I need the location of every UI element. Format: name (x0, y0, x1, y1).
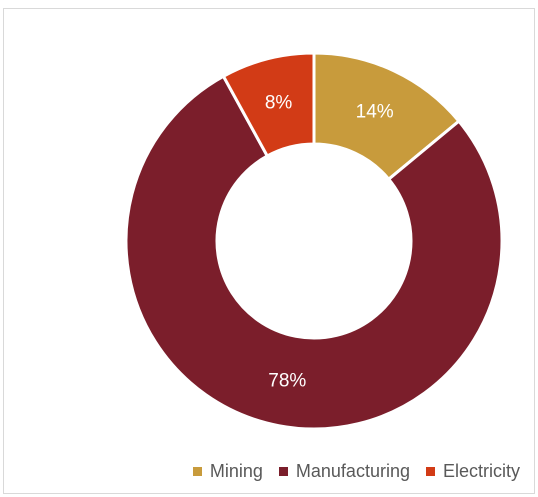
legend-label-manufacturing: Manufacturing (295, 461, 410, 481)
legend-label-electricity: Electricity (442, 461, 520, 481)
donut-slice-manufacturing (124, 74, 504, 431)
legend-swatch-mining (192, 467, 202, 476)
legend-label-mining: Mining (209, 461, 263, 481)
data-label-electricity: 8% (265, 92, 293, 113)
legend-item-electricity: Electricity (425, 461, 520, 482)
donut-slice-electricity (221, 51, 316, 159)
data-label-mining: 14% (356, 102, 394, 123)
legend-swatch-manufacturing (278, 467, 288, 476)
legend-item-mining: Mining (192, 461, 263, 482)
donut-chart: 14% 78% 8% (124, 51, 504, 431)
legend-swatch-electricity (425, 467, 435, 476)
legend: Mining Manufacturing Electricity (192, 461, 520, 482)
chart-area: 14% 78% 8% Mining Manufacturing Electricit… (3, 8, 535, 494)
data-label-manufacturing: 78% (268, 370, 306, 391)
legend-item-manufacturing: Manufacturing (278, 461, 410, 482)
